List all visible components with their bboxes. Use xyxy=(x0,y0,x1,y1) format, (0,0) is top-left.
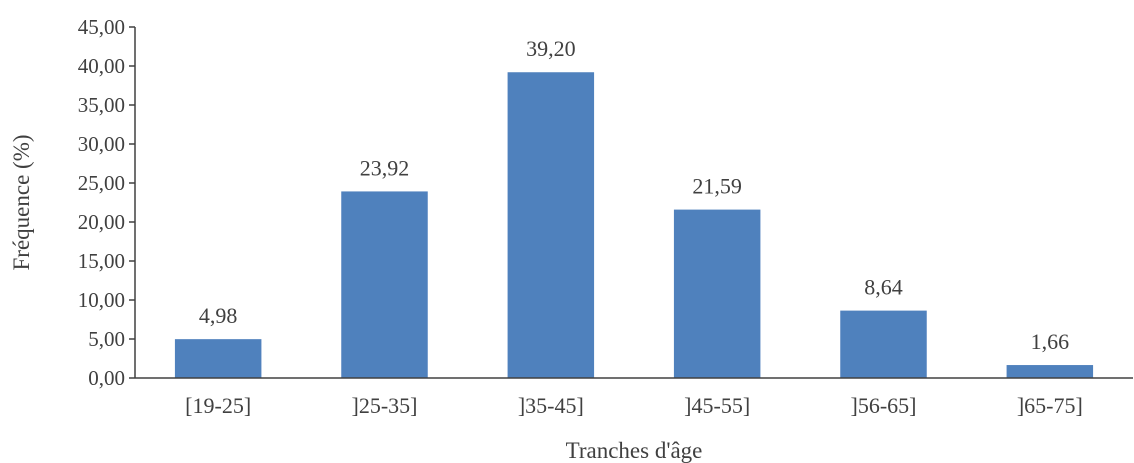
data-labels: 4,98 23,92 39,20 21,59 8,64 1,66 xyxy=(199,36,1069,354)
x-category-label: ]56-65] xyxy=(851,393,917,418)
x-category-label: ]45-55] xyxy=(684,393,750,418)
y-tick-label: 35,00 xyxy=(78,93,125,117)
bar xyxy=(507,72,595,379)
bar-value-label: 8,64 xyxy=(864,275,903,300)
bars xyxy=(174,72,1094,379)
y-axis-title: Fréquence (%) xyxy=(9,134,34,270)
y-tick-label: 20,00 xyxy=(78,210,125,234)
bar-value-label: 21,59 xyxy=(692,174,742,199)
y-tick-label: 15,00 xyxy=(78,249,125,273)
y-tick-label: 25,00 xyxy=(78,171,125,195)
bar xyxy=(1006,365,1094,378)
x-category-label: ]35-45] xyxy=(518,393,584,418)
bar xyxy=(341,191,428,378)
y-tick-label: 10,00 xyxy=(78,288,125,312)
bar-value-label: 1,66 xyxy=(1031,329,1070,354)
y-tick-label: 30,00 xyxy=(78,132,125,156)
y-tick-label: 45,00 xyxy=(78,15,125,39)
y-axis: 0,00 5,00 10,00 15,00 20,00 25,00 30,00 35,00 40… xyxy=(78,15,136,390)
bar xyxy=(840,310,927,378)
bar-value-label: 4,98 xyxy=(199,303,238,328)
x-axis-title: Tranches d'âge xyxy=(566,438,703,463)
bar xyxy=(174,339,262,378)
bar-value-label: 23,92 xyxy=(360,155,410,180)
x-category-label: ]65-75] xyxy=(1017,393,1083,418)
y-tick-label: 0,00 xyxy=(88,366,125,390)
x-category-label: ]25-35] xyxy=(352,393,418,418)
y-tick-label: 5,00 xyxy=(88,327,125,351)
y-tick-label: 40,00 xyxy=(78,54,125,78)
bar xyxy=(673,209,761,378)
bar-value-label: 39,20 xyxy=(526,36,576,61)
x-axis: [19-25] ]25-35] ]35-45] ]45-55] ]56-65] ]65-7… xyxy=(135,377,1133,418)
x-category-label: [19-25] xyxy=(185,393,251,418)
